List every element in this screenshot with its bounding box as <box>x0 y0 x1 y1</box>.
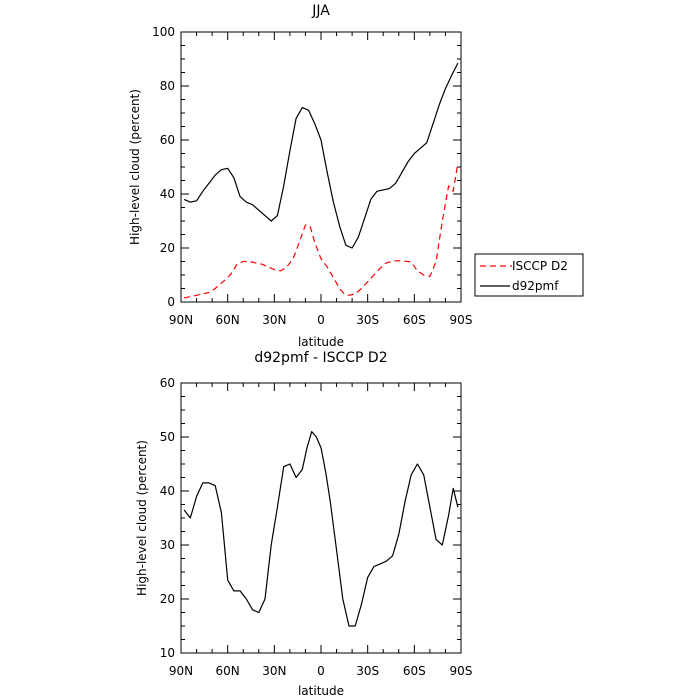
y-tick-label: 30 <box>160 538 175 552</box>
y-tick-label: 10 <box>160 646 175 660</box>
x-tick-label: 90N <box>169 664 193 678</box>
top-plot-frame <box>180 31 462 303</box>
x-tick-label: 30N <box>262 313 286 327</box>
legend: ISCCP D2 d92pmf <box>474 253 584 297</box>
y-tick-label: 40 <box>160 187 175 201</box>
series-line-series-0 <box>183 431 459 627</box>
x-tick-label: 0 <box>317 664 325 678</box>
y-tick-label: 20 <box>160 592 175 606</box>
x-tick-label: 30S <box>356 313 379 327</box>
y-tick-label: 40 <box>160 484 175 498</box>
bottom-x-axis-label: latitude <box>298 684 344 698</box>
x-tick-label: 90S <box>450 313 473 327</box>
y-tick-label: 0 <box>167 295 175 309</box>
y-tick-label: 20 <box>160 241 175 255</box>
series-line-d92pmf <box>183 62 459 249</box>
bottom-chart-title: d92pmf - ISCCP D2 <box>254 350 387 366</box>
bottom-y-axis-label: High-level cloud (percent) <box>135 440 149 596</box>
x-tick-label: 30N <box>262 664 286 678</box>
y-tick-label: 80 <box>160 79 175 93</box>
y-tick-label: 60 <box>160 376 175 390</box>
top-x-axis-label: latitude <box>298 335 344 349</box>
x-tick-label: 90N <box>169 313 193 327</box>
legend-label-isccp: ISCCP D2 <box>512 259 568 273</box>
y-tick-label: 100 <box>152 25 175 39</box>
bottom-y-tick-labels: 10 20 30 40 50 60 <box>160 376 175 660</box>
x-tick-label: 60S <box>403 664 426 678</box>
bottom-series-lines <box>183 431 459 627</box>
top-axis-ticks <box>180 31 462 303</box>
bottom-x-tick-labels: 90N 60N 30N 0 30S 60S 90S <box>169 664 473 678</box>
y-tick-label: 50 <box>160 430 175 444</box>
panel-bottom: d92pmf - ISCCP D2 10 20 30 40 50 60 90N 60N 30N… <box>135 350 472 698</box>
x-tick-label: 60S <box>403 313 426 327</box>
x-tick-label: 30S <box>356 664 379 678</box>
series-line-isccp-d2 <box>183 162 459 299</box>
x-tick-label: 0 <box>317 313 325 327</box>
y-tick-label: 60 <box>160 133 175 147</box>
x-tick-label: 60N <box>216 313 240 327</box>
x-tick-label: 90S <box>450 664 473 678</box>
top-y-tick-labels: 0 20 40 60 80 100 <box>152 25 175 309</box>
top-series-lines <box>183 62 459 299</box>
legend-label-d92pmf: d92pmf <box>512 279 559 293</box>
legend-box <box>474 253 584 297</box>
top-x-tick-labels: 90N 60N 30N 0 30S 60S 90S <box>169 313 473 327</box>
x-tick-label: 60N <box>216 664 240 678</box>
top-chart-title: JJA <box>311 3 330 19</box>
bottom-axis-ticks <box>180 382 462 654</box>
panel-top: JJA 0 20 40 60 80 100 90N 60N 30N 0 30S 60S 90S lat… <box>128 3 472 349</box>
bottom-plot-frame <box>180 382 462 654</box>
top-y-axis-label: High-level cloud (percent) <box>128 89 142 245</box>
